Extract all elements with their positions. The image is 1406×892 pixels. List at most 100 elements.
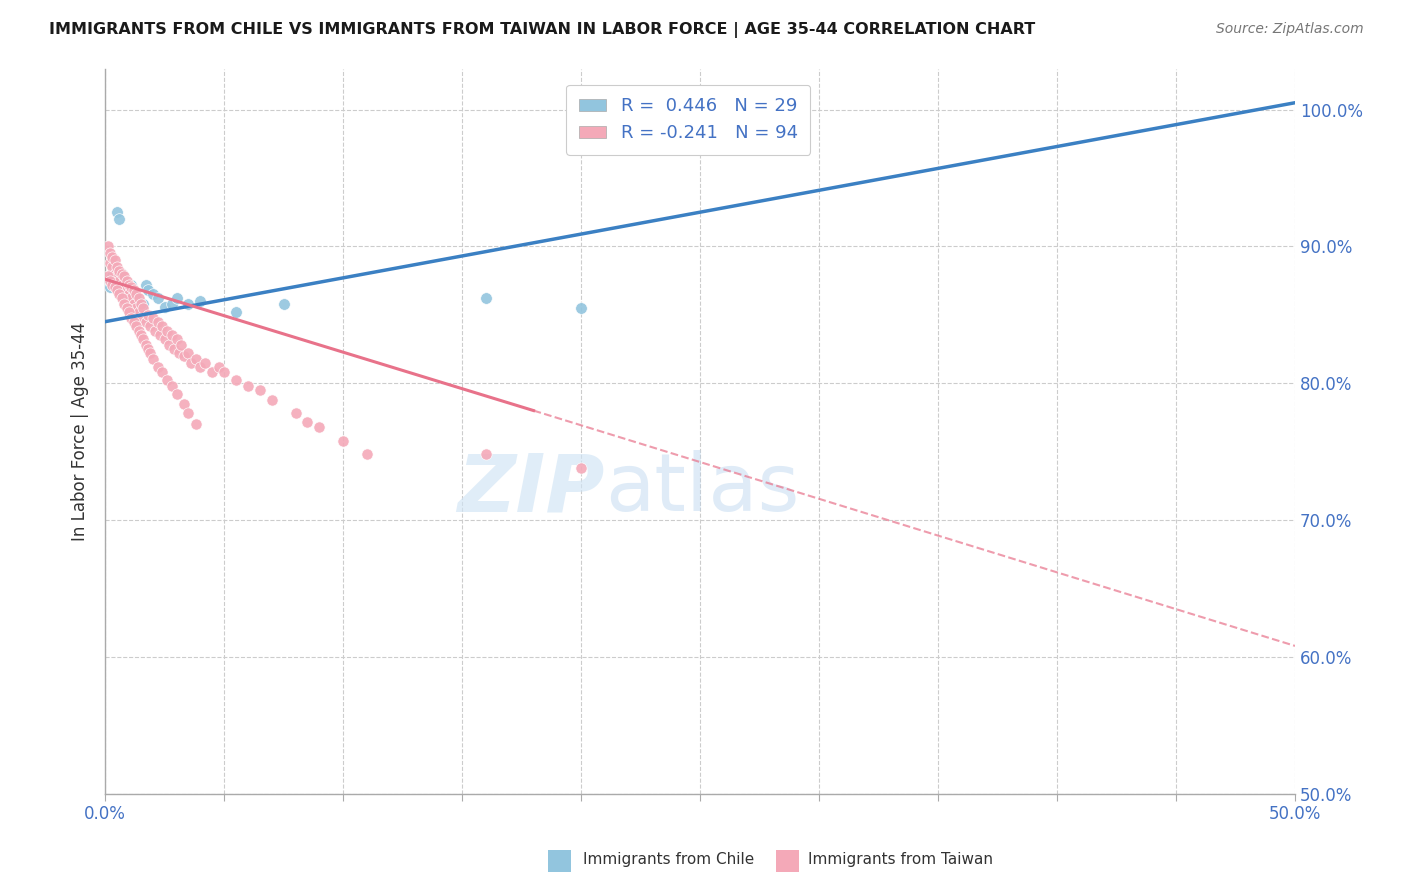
Point [105,269,128,284]
Point [143,324,166,338]
Point [98,256,121,270]
Point [177,346,200,360]
Point [112,280,135,294]
Point [122,297,145,311]
Point [225,305,247,319]
Point [142,310,165,325]
Point [160,328,183,343]
Point [136,308,159,322]
Point [150,365,173,379]
Point [108,264,131,278]
Point [129,301,152,315]
Point [475,447,498,461]
Point [97,239,120,253]
Point [201,365,224,379]
Point [97,274,120,288]
Point [125,287,148,301]
Point [101,260,124,274]
Point [132,301,155,315]
Point [122,283,145,297]
Point [146,292,169,306]
Point [111,267,134,281]
Point [97,269,120,284]
Point [142,287,165,301]
Text: ZIP: ZIP [457,450,605,528]
Point [125,292,148,306]
Point [166,387,188,401]
Point [125,301,148,315]
Point [108,212,131,227]
Point [115,280,138,294]
Point [129,297,152,311]
Point [160,379,183,393]
Point [167,346,190,360]
Point [308,420,330,434]
Point [98,246,121,260]
Point [118,283,141,297]
Point [170,338,193,352]
Point [132,297,155,311]
Point [146,315,169,329]
Point [120,292,142,306]
Point [177,297,200,311]
Point [135,338,157,352]
Point [146,359,169,374]
Point [260,392,283,407]
Point [128,305,150,319]
Point [332,434,354,448]
Point [249,383,271,397]
Point [163,342,186,356]
Point [101,269,124,284]
Point [122,285,145,300]
Point [180,356,202,370]
Point [177,406,200,420]
Point [166,333,188,347]
Point [135,277,157,292]
Point [104,253,127,268]
Point [173,349,195,363]
Point [129,328,152,343]
Point [284,406,307,420]
Point [120,277,142,292]
Text: IMMIGRANTS FROM CHILE VS IMMIGRANTS FROM TAIWAN IN LABOR FORCE | AGE 35-44 CORRE: IMMIGRANTS FROM CHILE VS IMMIGRANTS FROM… [49,22,1035,38]
Point [112,274,135,288]
Y-axis label: In Labor Force | Age 35-44: In Labor Force | Age 35-44 [72,321,89,541]
Point [569,461,592,475]
Point [115,301,138,315]
Point [153,333,176,347]
Point [184,417,207,432]
Point [194,356,217,370]
Point [273,297,295,311]
Point [139,318,162,333]
Point [115,274,138,288]
Point [111,277,134,292]
Point [160,297,183,311]
Point [98,280,121,294]
Point [153,300,176,314]
Point [105,283,128,297]
Point [125,318,148,333]
Point [475,292,498,306]
Point [135,315,157,329]
Point [190,294,212,309]
Point [208,359,231,374]
Text: Source: ZipAtlas.com: Source: ZipAtlas.com [1216,22,1364,37]
Point [112,269,135,284]
Point [173,397,195,411]
Point [105,260,128,274]
Point [111,292,134,306]
Point [166,292,188,306]
Point [118,277,141,292]
Point [129,310,152,325]
Legend: R =  0.446   N = 29, R = -0.241   N = 94: R = 0.446 N = 29, R = -0.241 N = 94 [567,85,810,155]
Text: Immigrants from Chile: Immigrants from Chile [583,852,755,867]
Point [111,267,134,281]
Point [156,324,179,338]
Point [115,283,138,297]
Point [101,250,124,264]
Point [212,365,235,379]
Point [120,310,142,325]
Point [142,351,165,366]
Point [128,292,150,306]
Point [105,205,128,219]
